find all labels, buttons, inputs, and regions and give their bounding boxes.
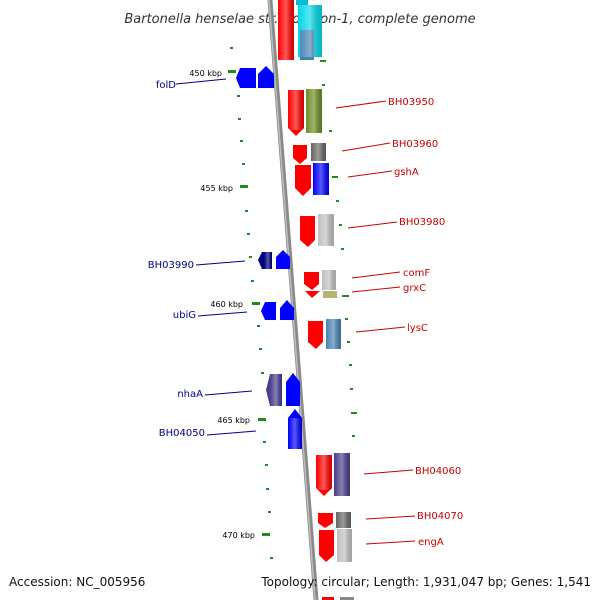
gene-feature-bh03960[interactable]: BH03960 xyxy=(293,139,438,164)
gene-feature-lysc[interactable]: lysC xyxy=(308,319,428,349)
gene-feature-ubig[interactable]: ubiG xyxy=(173,300,294,321)
scale-tick: 470 kbp xyxy=(222,531,270,540)
scale-tick: 455 kbp xyxy=(200,184,248,193)
scale-tick: 460 kbp xyxy=(210,300,260,309)
gene-feature-gsha[interactable]: gshA xyxy=(295,163,419,196)
gene-label-lysc: lysC xyxy=(407,323,428,334)
scale-tick-label: 470 kbp xyxy=(222,531,255,540)
gene-feature-bh03980[interactable]: BH03980 xyxy=(300,214,445,247)
gene-label-ubig: ubiG xyxy=(173,310,196,321)
gene-label-bh03950: BH03950 xyxy=(388,97,434,108)
gene-feature-bh04050[interactable]: BH04050 xyxy=(159,409,302,449)
minor-ticks-right xyxy=(320,60,357,437)
gene-feature-fold[interactable]: folD xyxy=(156,66,274,91)
scale-tick: 465 kbp xyxy=(217,416,266,425)
accession-text: Accession: NC_005956 xyxy=(9,575,146,589)
gene-feature-bh03990[interactable]: BH03990 xyxy=(148,250,290,271)
gene-label-bh03980: BH03980 xyxy=(399,217,445,228)
gene-feature-bh04070[interactable]: BH04070 xyxy=(318,511,463,528)
gene-feature-enga[interactable]: engA xyxy=(319,529,444,562)
gene-label-enga: engA xyxy=(418,537,444,548)
bottom-partial-features xyxy=(322,597,354,600)
gene-feature-bh03950[interactable]: BH03950 xyxy=(288,89,434,136)
genome-summary-text: Topology: circular; Length: 1,931,047 bp… xyxy=(261,575,591,589)
genome-backbone xyxy=(267,0,319,600)
gene-label-bh03960: BH03960 xyxy=(392,139,438,150)
gene-label-nhaa: nhaA xyxy=(177,389,203,400)
scale-tick-label: 460 kbp xyxy=(210,300,243,309)
gene-feature-bh04060[interactable]: BH04060 xyxy=(316,453,461,496)
gene-feature-nhaa[interactable]: nhaA xyxy=(177,373,300,406)
scale-tick-label: 455 kbp xyxy=(200,184,233,193)
gene-label-bh04060: BH04060 xyxy=(415,466,461,477)
gene-label-gsha: gshA xyxy=(394,167,419,178)
top-partial-features xyxy=(278,0,322,60)
gene-label-bh03990: BH03990 xyxy=(148,260,194,271)
scale-tick-label: 450 kbp xyxy=(189,69,222,78)
scale-tick-label: 465 kbp xyxy=(217,416,250,425)
gene-label-bh04050: BH04050 xyxy=(159,428,205,439)
gene-feature-comf[interactable]: comF xyxy=(304,268,430,290)
gene-feature-grxc[interactable]: grxC xyxy=(305,283,426,298)
minor-ticks-left xyxy=(230,47,273,559)
gene-label-bh04070: BH04070 xyxy=(417,511,463,522)
gene-label-grxc: grxC xyxy=(403,283,426,294)
gene-label-comf: comF xyxy=(403,268,430,279)
gene-label-fold: folD xyxy=(156,80,176,91)
scale-tick: 450 kbp xyxy=(189,69,236,78)
